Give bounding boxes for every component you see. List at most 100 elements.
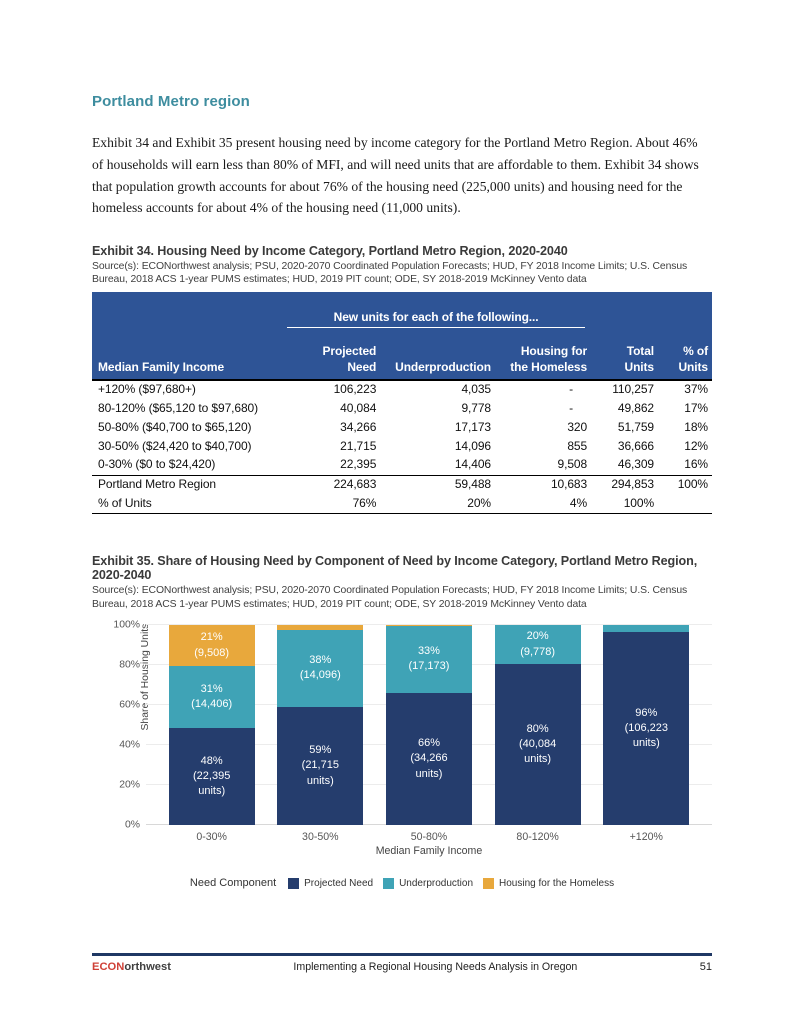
table-cell: 100%	[658, 474, 712, 495]
page-footer: ECONorthwest Implementing a Regional Hou…	[92, 953, 712, 973]
table-cell: % of Units	[92, 494, 282, 515]
table-cell: 30-50% ($24,420 to $40,700)	[98, 438, 252, 453]
bar-segment-projected-need: 96% (106,223 units)	[603, 632, 690, 826]
table-cell: 18%	[684, 419, 708, 434]
table-cell: 16%	[684, 457, 708, 472]
table-cell: 40,084	[340, 400, 377, 415]
table-header-cell	[92, 292, 281, 344]
table-cell: 59,488	[380, 474, 495, 495]
y-tick-label: 0%	[124, 819, 140, 831]
legend-item-housing-for-the-homeless: Housing for the Homeless	[483, 877, 615, 889]
table-cell: 50-80% ($40,700 to $65,120)	[98, 419, 252, 434]
bar-segment-housing-for-the-homeless	[277, 625, 364, 630]
table-cell: 0-30% ($0 to $24,420)	[98, 457, 216, 472]
x-tick-label: 80-120%	[516, 831, 559, 844]
x-tick-label: 30-50%	[302, 831, 339, 844]
bar-segment-projected-need: 80% (40,084 units)	[494, 664, 581, 826]
bar-segment-projected-need: 48% (22,395 units)	[168, 728, 255, 826]
bar-segment-underproduction	[603, 625, 690, 633]
bar-segment-label: 33% (17,173)	[408, 645, 450, 673]
stacked-bar-30-50%: 38% (14,096) 59% (21,715 units)	[277, 625, 364, 826]
y-tick-label: 100%	[113, 619, 140, 631]
legend-label: Housing for the Homeless	[499, 877, 615, 889]
section-heading: Portland Metro region	[92, 93, 250, 110]
table-cell: 46,309	[617, 457, 655, 472]
table-group-header-cell: New units for each of the following...	[281, 292, 591, 344]
legend-label: Underproduction	[399, 877, 474, 889]
table-row: % of Units 76% 20% 4% 100%	[92, 494, 712, 515]
column-header-projected-need: Projected Need	[281, 343, 381, 381]
bar-segment-underproduction: 33% (17,173)	[385, 626, 472, 693]
bar-segment-underproduction: 38% (14,096)	[277, 629, 364, 707]
bar-segment-label: 48% (22,395 units)	[193, 754, 231, 798]
table-group-header-row: New units for each of the following...	[92, 292, 712, 344]
table-cell: 224,683	[281, 474, 381, 495]
table-cell: -	[569, 400, 574, 415]
stacked-bar-chart: Share of Housing Units 0% 20% 40% 60% 80% 100…	[92, 620, 712, 889]
logo-suffix: orthwest	[124, 961, 171, 973]
table-row: Portland Metro Region 224,683 59,488 10,683…	[92, 474, 712, 495]
table-cell: -	[569, 382, 574, 397]
bar-segment-label: 96% (106,223 units)	[624, 706, 668, 750]
y-tick-label: 40%	[119, 739, 140, 751]
table-body: +120% ($97,680+) 106,223 4,035 - 110,257 37% 8…	[92, 380, 712, 515]
bar-segment-label: 38% (14,096)	[299, 653, 341, 682]
legend-swatch	[483, 877, 495, 889]
housing-need-table: New units for each of the following... M…	[92, 291, 712, 515]
table-cell: 110,257	[612, 382, 655, 397]
legend-item-underproduction: Underproduction	[383, 877, 474, 889]
column-header-underproduction: Underproduction	[380, 343, 495, 381]
column-header-housing-for-the-homeless: Housing for the Homeless	[494, 343, 592, 381]
table-cell: 17,173	[454, 419, 491, 434]
table-columns-row: Median Family Income Projected Need Unde…	[92, 343, 712, 381]
exhibit-35: Exhibit 35. Share of Housing Need by Com…	[92, 554, 712, 889]
table-row: 50-80% ($40,700 to $65,120) 34,266 17,173 3…	[92, 418, 712, 437]
bar-segment-label: 31% (14,406)	[191, 682, 233, 711]
y-axis-title: Share of Housing Units	[139, 623, 151, 731]
exhibit-34: Exhibit 34. Housing Need by Income Categ…	[92, 244, 712, 515]
logo-prefix: ECON	[92, 961, 125, 973]
stacked-bar-80-120%: 20% (9,778) 80% (40,084 units)	[494, 625, 581, 826]
table-cell: 320	[567, 419, 588, 434]
table-header: New units for each of the following... M…	[92, 291, 712, 381]
bar-segment-underproduction: 20% (9,778)	[494, 625, 581, 665]
table-cell: 106,223	[333, 382, 377, 397]
x-tick-label: +120%	[629, 831, 663, 844]
table-cell: 100%	[591, 494, 659, 515]
table-cell: 855	[567, 438, 588, 453]
table-cell: 51,759	[617, 419, 655, 434]
table-cell: 4,035	[461, 382, 491, 397]
stacked-bar-+120%: 96% (106,223 units)	[603, 625, 690, 826]
table-cell: Portland Metro Region	[92, 474, 282, 495]
y-axis-tick-labels: 0% 20% 40% 60% 80% 100%	[108, 620, 146, 831]
table-cell: 294,853	[591, 474, 659, 495]
table-cell: 76%	[281, 494, 381, 515]
x-tick-label: 0-30%	[196, 831, 227, 844]
table-row: 30-50% ($24,420 to $40,700) 21,715 14,096 8…	[92, 437, 712, 456]
column-header-median-family-income: Median Family Income	[92, 343, 282, 381]
table-row: +120% ($97,680+) 106,223 4,035 - 110,257 37%	[92, 380, 712, 400]
chart-legend: Need Component Projected Need Underproduc…	[92, 877, 712, 889]
table-cell: 34,266	[340, 419, 377, 434]
page-content: Portland Metro region Exhibit 34 and Exh…	[92, 0, 712, 889]
y-tick-label: 80%	[119, 659, 140, 671]
table-group-header-label: New units for each of the following...	[287, 310, 586, 328]
x-axis-tick-labels: 0-30% 30-50% 50-80% 80-120% +120%	[146, 831, 712, 843]
bar-segment-projected-need: 66% (34,266 units)	[385, 692, 472, 826]
table-header-cell	[658, 292, 712, 344]
stacked-bar-50-80%: 33% (17,173) 66% (34,266 units)	[385, 625, 472, 826]
gridline	[146, 624, 712, 626]
table-cell: 9,778	[461, 400, 491, 415]
bar-segment-underproduction: 31% (14,406)	[168, 666, 255, 729]
table-cell: 22,395	[340, 457, 377, 472]
x-axis-title: Median Family Income	[375, 845, 483, 858]
table-header-cell	[591, 292, 658, 344]
table-cell: 10,683	[494, 474, 592, 495]
bar-segment-projected-need: 59% (21,715 units)	[277, 706, 364, 826]
page-number: 51	[699, 961, 712, 973]
table-cell: 49,862	[617, 400, 655, 415]
table-cell: 9,508	[557, 457, 588, 472]
exhibit-34-source: Source(s): ECONorthwest analysis; PSU, 2…	[92, 261, 688, 286]
body-paragraph: Exhibit 34 and Exhibit 35 present housin…	[92, 135, 699, 216]
legend-swatch	[383, 877, 395, 889]
